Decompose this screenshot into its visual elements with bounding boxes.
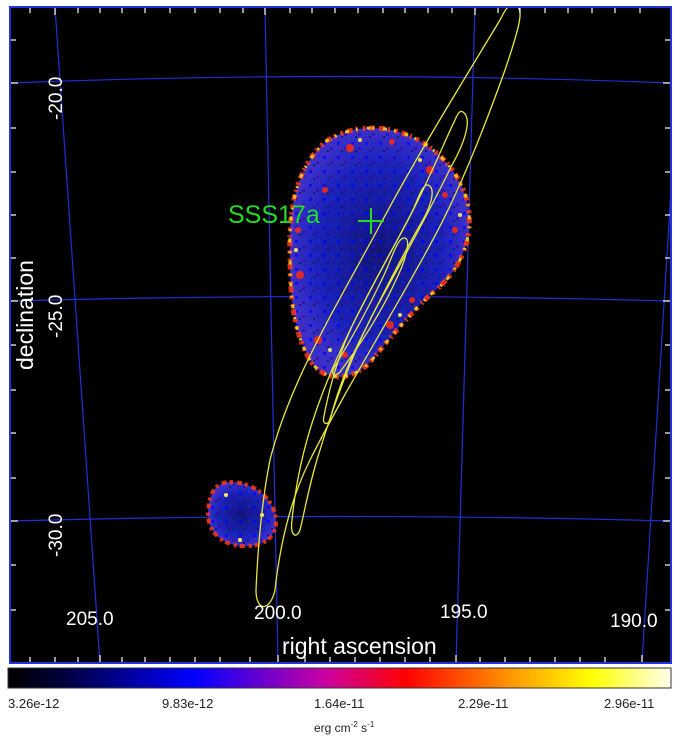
probability-region-main	[287, 125, 472, 380]
colorbar-tick-label: 3.26e-12	[8, 696, 59, 711]
colorbar-tick-label: 2.29e-11	[458, 696, 508, 711]
grid-ra-line	[54, 7, 101, 663]
x-axis-label: right ascension	[282, 633, 437, 659]
probability-region-secondary	[205, 479, 278, 549]
contour-inner	[322, 184, 433, 425]
grid-dec-line	[10, 75, 671, 84]
colorbar-tick-label: 1.64e-11	[314, 696, 364, 711]
ra-tick-label: 200.0	[254, 603, 302, 624]
dec-tick-label: -25.0	[46, 295, 67, 338]
map-frame	[9, 6, 672, 664]
grid-ra-line	[264, 7, 279, 663]
colorbar-gradient	[7, 667, 672, 689]
dec-tick-label: -20.0	[46, 77, 67, 120]
grid-ra-line	[641, 189, 671, 663]
y-axis-label: declination	[12, 260, 38, 370]
ra-tick-label: 205.0	[66, 609, 114, 630]
contour-mid	[290, 110, 468, 536]
marker-label: SSS17a	[228, 201, 320, 229]
sss17a-marker	[358, 208, 384, 234]
contour-core	[332, 237, 409, 376]
colorbar-tick-label: 9.83e-12	[162, 696, 213, 711]
colorbar: 3.26e-12 9.83e-12 1.64e-11 2.29e-11 2.96…	[7, 667, 672, 735]
ra-tick-label: 190.0	[610, 611, 658, 632]
grid-dec-line	[10, 515, 671, 522]
dec-tick-label: -30.0	[46, 514, 67, 557]
colorbar-unit: erg cm-2 s-1	[314, 720, 375, 735]
grid-ra-line	[455, 7, 476, 663]
contour-outer	[255, 7, 521, 608]
ra-tick-label: 195.0	[440, 602, 488, 623]
colorbar-tick-label: 2.96e-11	[604, 696, 654, 711]
contour-lines	[255, 7, 521, 608]
